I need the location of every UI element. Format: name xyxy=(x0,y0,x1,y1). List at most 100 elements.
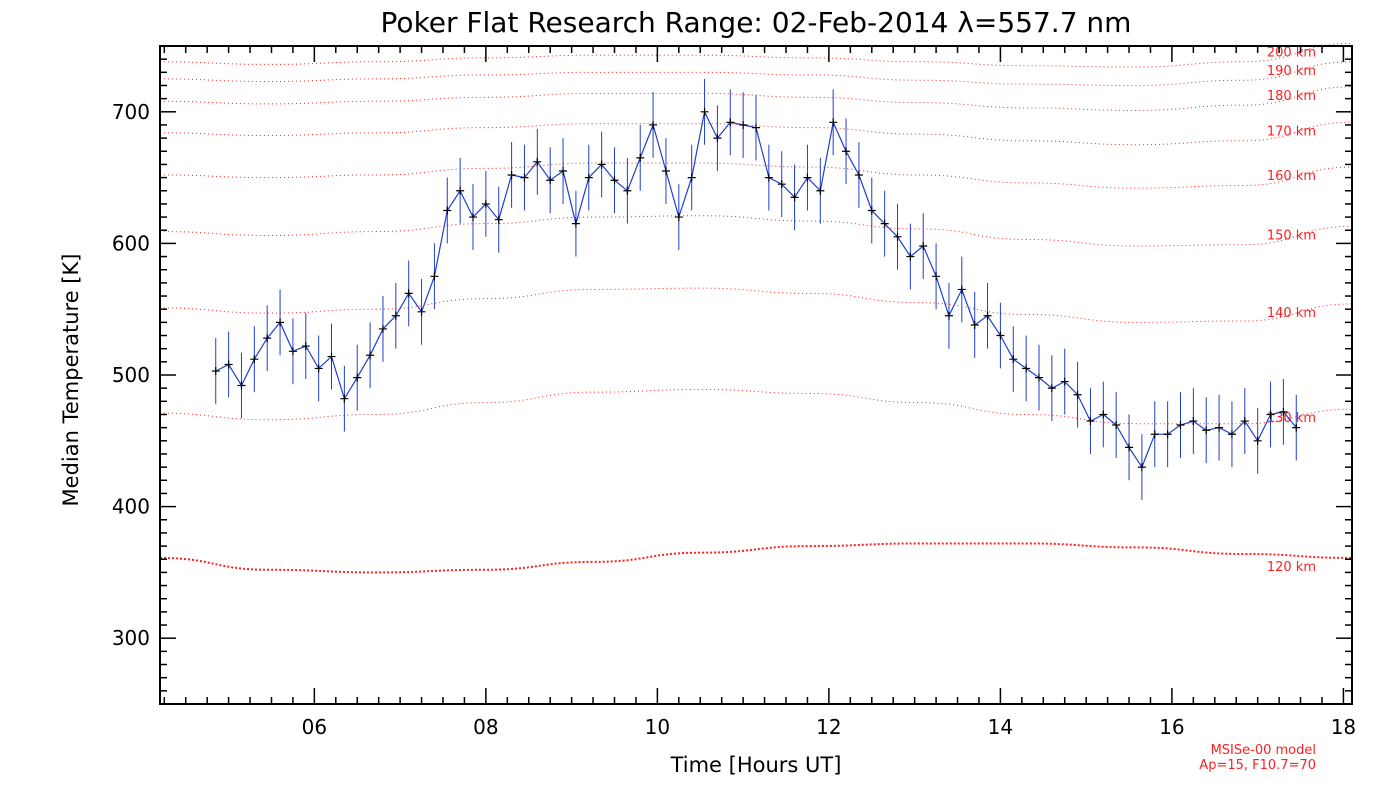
data-point xyxy=(790,193,799,202)
data-point xyxy=(661,167,670,176)
data-point xyxy=(944,311,953,320)
data-point xyxy=(597,160,606,169)
data-point xyxy=(1150,430,1159,439)
data-point xyxy=(378,324,387,333)
data-point xyxy=(353,373,362,382)
data-point xyxy=(571,219,580,228)
data-point xyxy=(1202,426,1211,435)
data-point xyxy=(1009,355,1018,364)
model-label-200-km: 200 km xyxy=(1267,45,1316,60)
y-tick-label: 600 xyxy=(112,231,150,255)
y-tick-label: 500 xyxy=(112,363,150,387)
data-point xyxy=(996,331,1005,340)
model-curve-200-km xyxy=(159,42,1353,68)
x-tick-label: 16 xyxy=(1159,715,1184,739)
data-point xyxy=(520,173,529,182)
model-curve-190-km xyxy=(159,61,1353,86)
data-point xyxy=(1073,390,1082,399)
data-point xyxy=(983,311,992,320)
data-point xyxy=(726,118,735,127)
data-point xyxy=(906,252,915,261)
data-point xyxy=(481,199,490,208)
data-point xyxy=(417,307,426,316)
model-label-160-km: 160 km xyxy=(1267,169,1316,184)
data-point xyxy=(1189,417,1198,426)
data-point xyxy=(623,186,632,195)
data-point xyxy=(1163,430,1172,439)
data-point xyxy=(456,186,465,195)
y-axis-label: Median Temperature [K] xyxy=(59,254,83,507)
data-point xyxy=(1227,430,1236,439)
data-point xyxy=(674,213,683,222)
data-point xyxy=(1137,463,1146,472)
x-axis-label: Time [Hours UT] xyxy=(670,753,842,777)
data-point xyxy=(816,186,825,195)
data-point xyxy=(1215,423,1224,432)
x-tick-label: 10 xyxy=(645,715,670,739)
data-point xyxy=(687,173,696,182)
data-point xyxy=(1292,423,1301,432)
data-point xyxy=(314,364,323,373)
data-point xyxy=(649,120,658,129)
data-point xyxy=(919,242,928,251)
data-point xyxy=(1266,410,1275,419)
x-tick-label: 06 xyxy=(302,715,327,739)
model-note-line-2: Ap=15, F10.7=70 xyxy=(1199,758,1316,773)
y-tick-label: 700 xyxy=(112,100,150,124)
data-point xyxy=(443,206,452,215)
data-point xyxy=(276,318,285,327)
model-curve-180-km xyxy=(159,86,1353,111)
model-label-130-km: 130 km xyxy=(1267,411,1316,426)
model-note-line-1: MSISe-00 model xyxy=(1211,743,1316,758)
y-tick-label: 300 xyxy=(112,626,150,650)
model-label-190-km: 190 km xyxy=(1267,64,1316,79)
model-curve-170-km xyxy=(159,121,1353,146)
data-point xyxy=(1240,417,1249,426)
data-point xyxy=(430,272,439,281)
data-point xyxy=(340,394,349,403)
data-point xyxy=(237,381,246,390)
data-point xyxy=(610,176,619,185)
data-point xyxy=(970,320,979,329)
y-tick-label: 400 xyxy=(112,495,150,519)
data-point xyxy=(584,173,593,182)
data-point xyxy=(327,352,336,361)
data-point xyxy=(1099,410,1108,419)
data-point xyxy=(211,367,220,376)
model-label-180-km: 180 km xyxy=(1267,89,1316,104)
data-point xyxy=(546,176,555,185)
data-point xyxy=(1253,436,1262,445)
data-point xyxy=(533,157,542,166)
data-point xyxy=(803,173,812,182)
data-point xyxy=(288,347,297,356)
data-point xyxy=(250,355,259,364)
model-curve-130-km xyxy=(159,388,1353,425)
data-point xyxy=(752,123,760,132)
model-curve-140-km xyxy=(159,287,1353,323)
x-tick-label: 12 xyxy=(816,715,841,739)
model-label-120-km: 120 km xyxy=(1267,560,1316,575)
data-point xyxy=(829,118,838,127)
data-point xyxy=(301,342,310,351)
data-point xyxy=(854,170,863,179)
model-curve-160-km xyxy=(159,162,1353,189)
data-point xyxy=(777,180,786,189)
data-point xyxy=(842,147,851,156)
data-point xyxy=(880,219,889,228)
model-curve-150-km xyxy=(159,215,1353,247)
data-point xyxy=(713,134,722,143)
data-point xyxy=(867,206,876,215)
data-point xyxy=(700,107,709,116)
data-point xyxy=(1279,407,1288,416)
data-point xyxy=(739,120,748,129)
model-label-150-km: 150 km xyxy=(1267,228,1316,243)
data-point xyxy=(1047,384,1056,393)
data-point xyxy=(636,153,645,162)
data-point xyxy=(957,285,966,294)
data-point xyxy=(1034,373,1043,382)
data-point xyxy=(469,213,478,222)
x-tick-label: 08 xyxy=(473,715,498,739)
data-point xyxy=(559,167,568,176)
data-point xyxy=(507,170,516,179)
